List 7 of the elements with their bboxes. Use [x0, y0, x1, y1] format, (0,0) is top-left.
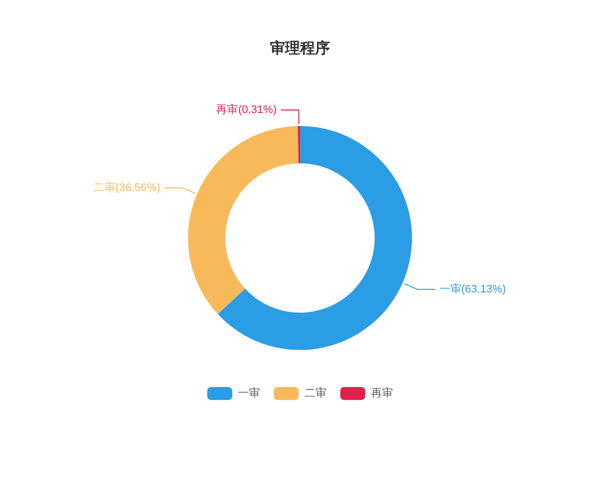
data-label: 再审(0.31%) [216, 103, 277, 116]
legend-label: 一审 [238, 386, 260, 400]
legend-label: 二审 [304, 386, 326, 400]
data-label: 二审(36.56%) [94, 180, 160, 194]
chart-title: 审理程序 [270, 39, 330, 58]
legend-label: 再审 [370, 386, 393, 400]
data-label: 一审(63.13%) [439, 282, 506, 296]
